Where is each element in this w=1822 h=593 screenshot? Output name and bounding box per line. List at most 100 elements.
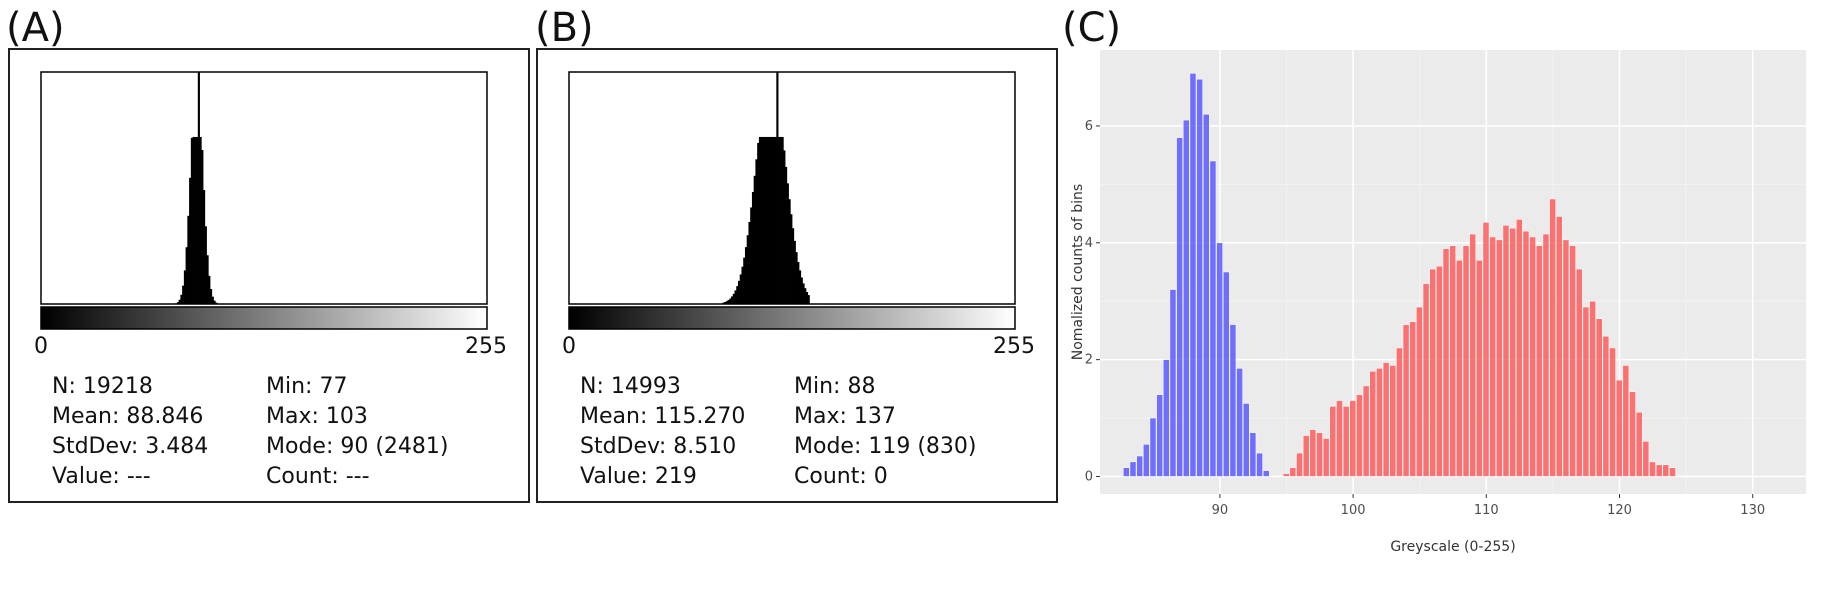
histogram-bar xyxy=(1329,406,1337,477)
histogram-bar xyxy=(758,136,762,304)
panel-label-a: (A) xyxy=(6,5,65,51)
axis-max-label-b: 255 xyxy=(993,334,1035,359)
histogram-bar xyxy=(1176,137,1183,477)
histogram-bar xyxy=(197,72,200,304)
histogram-bar xyxy=(1469,233,1476,477)
histogram-bar xyxy=(204,226,207,304)
histogram-bar xyxy=(196,136,199,304)
greyscale-bar-a xyxy=(40,306,488,330)
histogram-bar xyxy=(1502,225,1510,477)
histogram-bar xyxy=(1289,467,1297,477)
histogram-bar xyxy=(1236,368,1243,477)
histogram-bar xyxy=(1262,470,1270,477)
stat-count-a: Count: --- xyxy=(266,464,370,489)
histogram-bar xyxy=(1296,452,1303,477)
histogram-bar xyxy=(206,255,209,304)
histogram-bar xyxy=(1342,406,1350,477)
histogram-bar xyxy=(189,177,192,304)
stat-count-b: Count: 0 xyxy=(794,464,888,489)
histogram-bar xyxy=(1549,198,1556,477)
histogram-bar xyxy=(1562,239,1570,477)
histogram-bar xyxy=(729,298,732,304)
histogram-bar xyxy=(1609,347,1616,477)
histogram-bar xyxy=(750,207,753,304)
stats-left-a: N: 19218 Mean: 88.846 StdDev: 3.484 Valu… xyxy=(52,372,208,492)
stat-stddev-a: StdDev: 3.484 xyxy=(52,434,209,459)
histogram-bar xyxy=(1662,464,1670,477)
histogram-bar xyxy=(793,240,796,304)
histogram-bar xyxy=(1655,464,1663,477)
histogram-bar xyxy=(760,136,763,304)
x-axis-title-c: Greyscale (0-255) xyxy=(1390,539,1515,555)
histogram-bar xyxy=(764,136,767,304)
plot-frame-a xyxy=(40,71,488,305)
histogram-bar xyxy=(1462,245,1470,477)
histogram-bar xyxy=(778,136,781,304)
histogram-bar xyxy=(788,199,791,304)
histogram-bar xyxy=(1316,432,1323,477)
histogram-bar xyxy=(199,136,202,304)
y-axis-title-c: Nomalized counts of bins xyxy=(1070,184,1086,360)
histogram-bar xyxy=(1209,160,1217,477)
y-tick-label: 2 xyxy=(1085,353,1093,368)
histogram-bar xyxy=(203,190,206,304)
histogram-bar xyxy=(178,299,181,304)
histogram-bar xyxy=(201,150,204,304)
y-tick-label: 4 xyxy=(1085,236,1093,251)
histogram-bar xyxy=(1669,467,1676,477)
histogram-bar xyxy=(1542,233,1550,477)
stats-right-b: Min: 88 Max: 137 Mode: 119 (830) Count: … xyxy=(794,372,977,492)
x-tick-label: 110 xyxy=(1474,503,1499,518)
histogram-bar xyxy=(1516,219,1523,477)
histogram-bar xyxy=(807,295,810,304)
histogram-bar xyxy=(800,277,803,304)
histogram-bar xyxy=(1222,271,1230,477)
histogram-bar xyxy=(765,136,769,304)
histogram-bar xyxy=(1302,435,1310,477)
histogram-bar xyxy=(1163,359,1170,477)
histogram-bar xyxy=(1529,236,1536,477)
histogram-bar xyxy=(774,136,777,304)
stats-left-b: N: 14993 Mean: 115.270 StdDev: 8.510 Val… xyxy=(580,372,745,492)
histogram-bar xyxy=(1356,394,1363,477)
histogram-bar xyxy=(802,283,805,304)
histogram-bar xyxy=(1376,368,1383,477)
histogram-bar xyxy=(1396,347,1403,477)
histogram-bar xyxy=(1349,400,1357,477)
histogram-bar xyxy=(805,292,809,304)
axis-max-label-a: 255 xyxy=(465,334,507,359)
histogram-bar xyxy=(1595,318,1603,477)
y-tick-label: 0 xyxy=(1085,469,1093,484)
stats-right-a: Min: 77 Max: 103 Mode: 90 (2481) Count: … xyxy=(266,372,449,492)
histogram-bar xyxy=(175,303,178,304)
stat-n-a: N: 19218 xyxy=(52,374,153,399)
histogram-plot-c: 90 100 110 120 130 0 2 4 6 Greyscale (0-255) No… xyxy=(1070,50,1806,555)
stat-n-b: N: 14993 xyxy=(580,374,681,399)
histogram-bar xyxy=(739,274,742,304)
stat-value-b: Value: 219 xyxy=(580,464,697,489)
histogram-bar xyxy=(1615,379,1623,477)
histogram-bar xyxy=(736,286,739,304)
stat-mean-b: Mean: 115.270 xyxy=(580,404,746,429)
histogram-bar xyxy=(769,136,772,304)
histogram-bar xyxy=(757,142,760,304)
histogram-bar xyxy=(1649,461,1656,477)
histogram-bar xyxy=(1509,227,1516,477)
stat-min-a: Min: 77 xyxy=(266,374,348,399)
y-tick-label: 6 xyxy=(1085,119,1093,134)
histogram-bar xyxy=(1635,411,1643,477)
histogram-bar xyxy=(185,247,188,304)
histogram-bar xyxy=(1136,455,1143,477)
histogram-bar xyxy=(731,296,734,304)
histogram-plot-a: 0 255 xyxy=(34,71,507,359)
histogram-bar xyxy=(772,136,775,304)
histogram-bar xyxy=(1369,371,1377,477)
histogram-bar xyxy=(1382,362,1390,477)
histogram-bar xyxy=(776,72,779,304)
histogram-bar xyxy=(1582,306,1590,477)
histogram-bar xyxy=(755,159,758,304)
stat-mean-a: Mean: 88.846 xyxy=(52,404,204,429)
histogram-bar xyxy=(1416,306,1423,477)
histogram-bar xyxy=(1589,300,1596,477)
histogram-bar xyxy=(744,247,748,304)
